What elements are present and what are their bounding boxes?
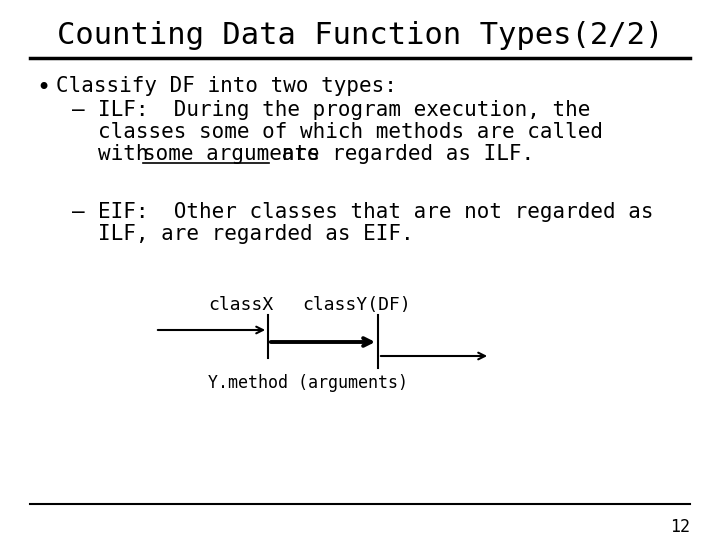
- Text: classes some of which methods are called: classes some of which methods are called: [98, 122, 603, 142]
- Text: ILF, are regarded as EIF.: ILF, are regarded as EIF.: [98, 224, 413, 244]
- Text: are regarded as ILF.: are regarded as ILF.: [269, 144, 534, 164]
- Text: EIF:  Other classes that are not regarded as: EIF: Other classes that are not regarded…: [98, 202, 654, 222]
- Text: with: with: [98, 144, 161, 164]
- Text: classY(DF): classY(DF): [302, 296, 410, 314]
- Text: –: –: [72, 100, 85, 120]
- Text: 12: 12: [670, 518, 690, 536]
- Text: some arguments: some arguments: [143, 144, 320, 164]
- Text: Y.method (arguments): Y.method (arguments): [208, 374, 408, 392]
- Text: Classify DF into two types:: Classify DF into two types:: [56, 76, 397, 96]
- Text: Counting Data Function Types(2/2): Counting Data Function Types(2/2): [57, 22, 663, 51]
- Text: –: –: [72, 202, 85, 222]
- Text: •: •: [36, 76, 50, 100]
- Text: ILF:  During the program execution, the: ILF: During the program execution, the: [98, 100, 590, 120]
- Text: classX: classX: [208, 296, 274, 314]
